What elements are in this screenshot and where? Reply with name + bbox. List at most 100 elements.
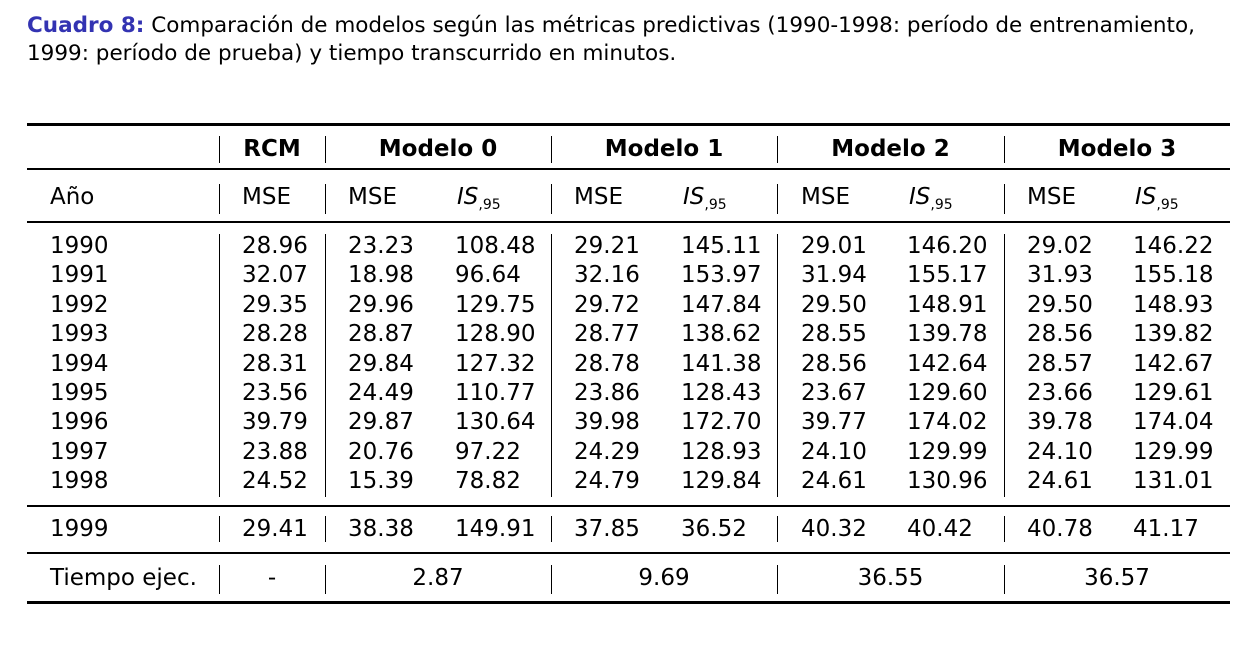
row-year: 1993 [50,321,109,348]
row-year: 1991 [50,262,109,289]
table-cell: 23.23 [348,233,414,259]
is95-column-header: IS,95 [909,183,953,219]
column-separator [551,565,552,594]
is-label: IS [909,184,931,210]
column-separator [325,516,326,542]
table-cell: 40.32 [801,516,867,542]
table-cell: 110.77 [455,380,536,406]
table-cell: 31.93 [1027,262,1093,289]
table-cell: 141.38 [681,350,762,377]
column-separator [219,184,220,214]
table-cell: 129.99 [1133,438,1214,465]
table-cell: 28.28 [242,321,308,348]
table-cell: 24.79 [574,468,640,495]
table-cell: 146.20 [907,233,988,259]
caption-text: Comparación de modelos según las métrica… [27,13,1195,66]
table-cell: 28.55 [801,321,867,348]
column-separator [777,234,778,497]
column-separator [551,136,552,163]
mse-column-header: MSE [1027,184,1076,210]
is-subscript: ,95 [930,197,953,213]
table-cell: 139.78 [907,321,988,348]
caption-label: Cuadro 8: [27,13,145,38]
table-cell: 148.91 [907,291,988,318]
table-cell: 174.04 [1133,409,1214,436]
table-cell: 108.48 [455,233,536,259]
table-cell: 139.82 [1133,321,1214,348]
column-separator [551,516,552,542]
table-cell: 78.82 [455,468,521,495]
mse-column-header: MSE [348,184,397,210]
column-separator [219,516,220,542]
table-cell: 130.64 [455,409,536,436]
table-cell: 145.11 [681,233,762,259]
column-separator [325,565,326,594]
table-cell: 128.93 [681,438,762,465]
table-cell: 24.29 [574,438,640,465]
table-cell: 40.78 [1027,516,1093,542]
is-subscript: ,95 [1156,197,1179,213]
mse-column-header: MSE [801,184,850,210]
table-cell: 23.66 [1027,380,1093,406]
group-header-1: Modelo 0 [378,136,498,162]
column-separator [325,184,326,214]
table-cell: 32.07 [242,262,308,289]
column-separator [777,565,778,594]
table-cell: 28.57 [1027,350,1093,377]
table-cell: 128.43 [681,380,762,406]
table-cell: 29.50 [1027,291,1093,318]
table-cell: 38.38 [348,516,414,542]
column-separator [1004,565,1005,594]
table-cell: 24.52 [242,468,308,495]
table-cell: 24.10 [1027,438,1093,465]
table-cell: 24.61 [801,468,867,495]
table-cell: 130.96 [907,468,988,495]
table-cell: 29.72 [574,291,640,318]
table-rule-4 [27,552,1230,554]
column-separator [1004,516,1005,542]
mse-column-header: MSE [242,184,291,210]
row-year: 1996 [50,409,109,436]
year-column-header: Año [50,184,95,210]
time-model-2: 36.55 [857,565,924,591]
time-model-0: 2.87 [412,565,464,591]
column-separator [325,136,326,163]
mse-column-header: MSE [574,184,623,210]
table-cell: 129.75 [455,291,536,318]
table-cell: 24.49 [348,380,414,406]
column-separator [1004,234,1005,497]
table-cell: 29.96 [348,291,414,318]
table-cell: 28.87 [348,321,414,348]
table-cell: 24.10 [801,438,867,465]
table-cell: 28.56 [801,350,867,377]
row-year: 1994 [50,350,109,377]
table-cell: 29.84 [348,350,414,377]
table-cell: 147.84 [681,291,762,318]
table-cell: 142.67 [1133,350,1214,377]
table-cell: 138.62 [681,321,762,348]
table-cell: 129.61 [1133,380,1214,406]
table-cell: 39.98 [574,409,640,436]
table-cell: 15.39 [348,468,414,495]
table-rule-0 [27,123,1230,126]
table-cell: 131.01 [1133,468,1214,495]
time-model-3: 36.57 [1084,565,1150,591]
table-cell: 148.93 [1133,291,1214,318]
row-year: 1990 [50,233,109,259]
table-cell: 29.21 [574,233,640,259]
is-subscript: ,95 [704,197,727,213]
table-rule-3 [27,505,1230,507]
column-separator [1004,184,1005,214]
table-cell: 28.78 [574,350,640,377]
table-cell: 32.16 [574,262,640,289]
column-separator [325,234,326,497]
table-rule-5 [27,601,1230,604]
table-cell: 129.84 [681,468,762,495]
table-cell: 29.41 [242,516,308,542]
column-separator [777,136,778,163]
table-cell: 146.22 [1133,233,1214,259]
column-separator [777,184,778,214]
column-separator [1004,136,1005,163]
table-cell: 18.98 [348,262,414,289]
table-cell: 20.76 [348,438,414,465]
